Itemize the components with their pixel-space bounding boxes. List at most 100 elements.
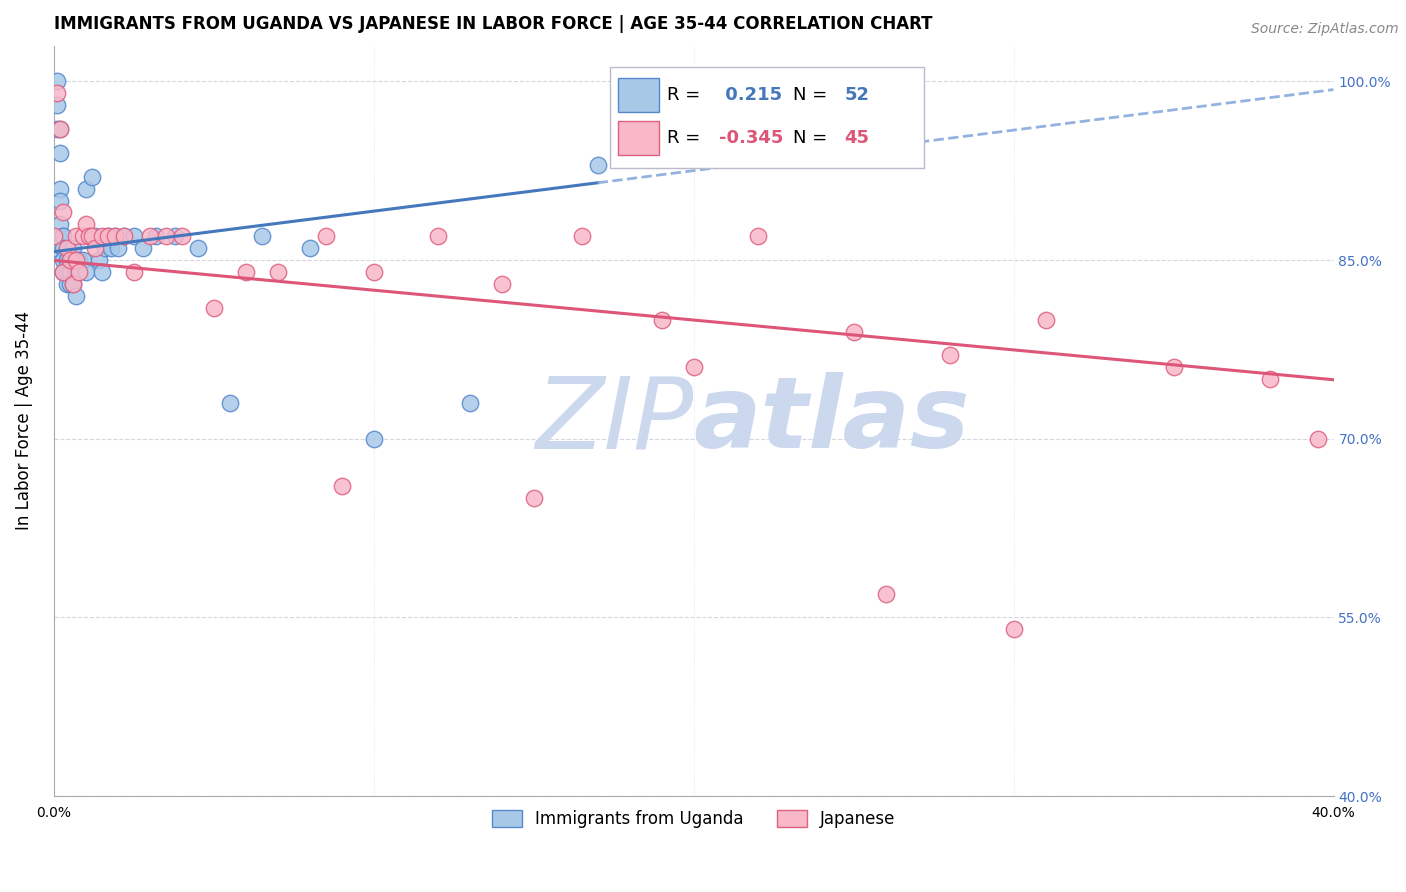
Point xyxy=(132,241,155,255)
Point xyxy=(1035,312,1057,326)
Point xyxy=(112,229,135,244)
Point xyxy=(97,229,120,244)
Point xyxy=(104,229,127,244)
Point xyxy=(62,277,84,291)
Point xyxy=(363,432,385,446)
Point xyxy=(267,265,290,279)
Point xyxy=(84,241,107,255)
Point xyxy=(49,122,72,136)
Point xyxy=(218,396,240,410)
Point xyxy=(122,265,145,279)
Point xyxy=(55,277,77,291)
Point xyxy=(155,229,177,244)
Point xyxy=(875,586,897,600)
Point xyxy=(1306,432,1329,446)
Point xyxy=(72,253,94,268)
Point xyxy=(426,229,449,244)
Y-axis label: In Labor Force | Age 35-44: In Labor Force | Age 35-44 xyxy=(15,311,32,531)
Point xyxy=(62,241,84,255)
Point xyxy=(65,265,87,279)
Point xyxy=(104,229,127,244)
Text: 45: 45 xyxy=(845,129,870,147)
Point xyxy=(90,229,112,244)
Point xyxy=(1002,623,1025,637)
Point xyxy=(842,325,865,339)
Text: Source: ZipAtlas.com: Source: ZipAtlas.com xyxy=(1251,22,1399,37)
Text: ZIP: ZIP xyxy=(536,372,693,469)
Point xyxy=(46,122,69,136)
Point xyxy=(52,205,75,219)
Point xyxy=(651,312,673,326)
Text: N =: N = xyxy=(793,129,834,147)
Point xyxy=(139,229,162,244)
Point xyxy=(747,229,769,244)
Point xyxy=(42,229,65,244)
Point xyxy=(97,229,120,244)
Point xyxy=(586,158,609,172)
Point xyxy=(250,229,273,244)
Text: R =: R = xyxy=(666,129,706,147)
Point xyxy=(122,229,145,244)
Point xyxy=(55,253,77,268)
Point xyxy=(75,181,97,195)
Point xyxy=(202,301,225,315)
Point xyxy=(59,277,82,291)
Point xyxy=(77,229,100,244)
Text: 52: 52 xyxy=(845,87,870,104)
Point xyxy=(49,194,72,208)
Text: N =: N = xyxy=(793,87,834,104)
Point xyxy=(298,241,321,255)
Point xyxy=(52,265,75,279)
Point xyxy=(330,479,353,493)
Point xyxy=(145,229,167,244)
Point xyxy=(94,241,117,255)
Point xyxy=(72,229,94,244)
Point xyxy=(49,181,72,195)
Text: -0.345: -0.345 xyxy=(720,129,783,147)
Point xyxy=(49,145,72,160)
Point xyxy=(571,229,593,244)
Point xyxy=(59,253,82,268)
FancyBboxPatch shape xyxy=(619,78,659,112)
Text: IMMIGRANTS FROM UGANDA VS JAPANESE IN LABOR FORCE | AGE 35-44 CORRELATION CHART: IMMIGRANTS FROM UGANDA VS JAPANESE IN LA… xyxy=(53,15,932,33)
Point xyxy=(62,277,84,291)
Point xyxy=(65,229,87,244)
Point xyxy=(52,229,75,244)
Point xyxy=(1258,372,1281,386)
Point xyxy=(1163,360,1185,375)
Point xyxy=(49,122,72,136)
Point xyxy=(187,241,209,255)
Point xyxy=(107,241,129,255)
Text: R =: R = xyxy=(666,87,706,104)
Point xyxy=(59,265,82,279)
Point xyxy=(65,289,87,303)
Point xyxy=(55,241,77,255)
Point xyxy=(82,169,104,184)
Point xyxy=(938,348,960,362)
Point xyxy=(170,229,193,244)
Point xyxy=(523,491,546,506)
Legend: Immigrants from Uganda, Japanese: Immigrants from Uganda, Japanese xyxy=(484,802,904,837)
Text: atlas: atlas xyxy=(693,372,970,469)
FancyBboxPatch shape xyxy=(610,67,924,168)
Point xyxy=(75,265,97,279)
Point xyxy=(49,218,72,232)
Point xyxy=(55,265,77,279)
Point xyxy=(682,360,704,375)
Point xyxy=(65,253,87,268)
Point xyxy=(165,229,187,244)
Point xyxy=(235,265,257,279)
Point xyxy=(52,265,75,279)
Point xyxy=(75,218,97,232)
Point xyxy=(59,253,82,268)
FancyBboxPatch shape xyxy=(619,120,659,155)
Point xyxy=(55,253,77,268)
Point xyxy=(46,74,69,88)
Point xyxy=(458,396,481,410)
Point xyxy=(67,253,90,268)
Point xyxy=(67,265,90,279)
Point xyxy=(315,229,337,244)
Point xyxy=(46,87,69,101)
Point xyxy=(491,277,513,291)
Text: 0.215: 0.215 xyxy=(720,87,782,104)
